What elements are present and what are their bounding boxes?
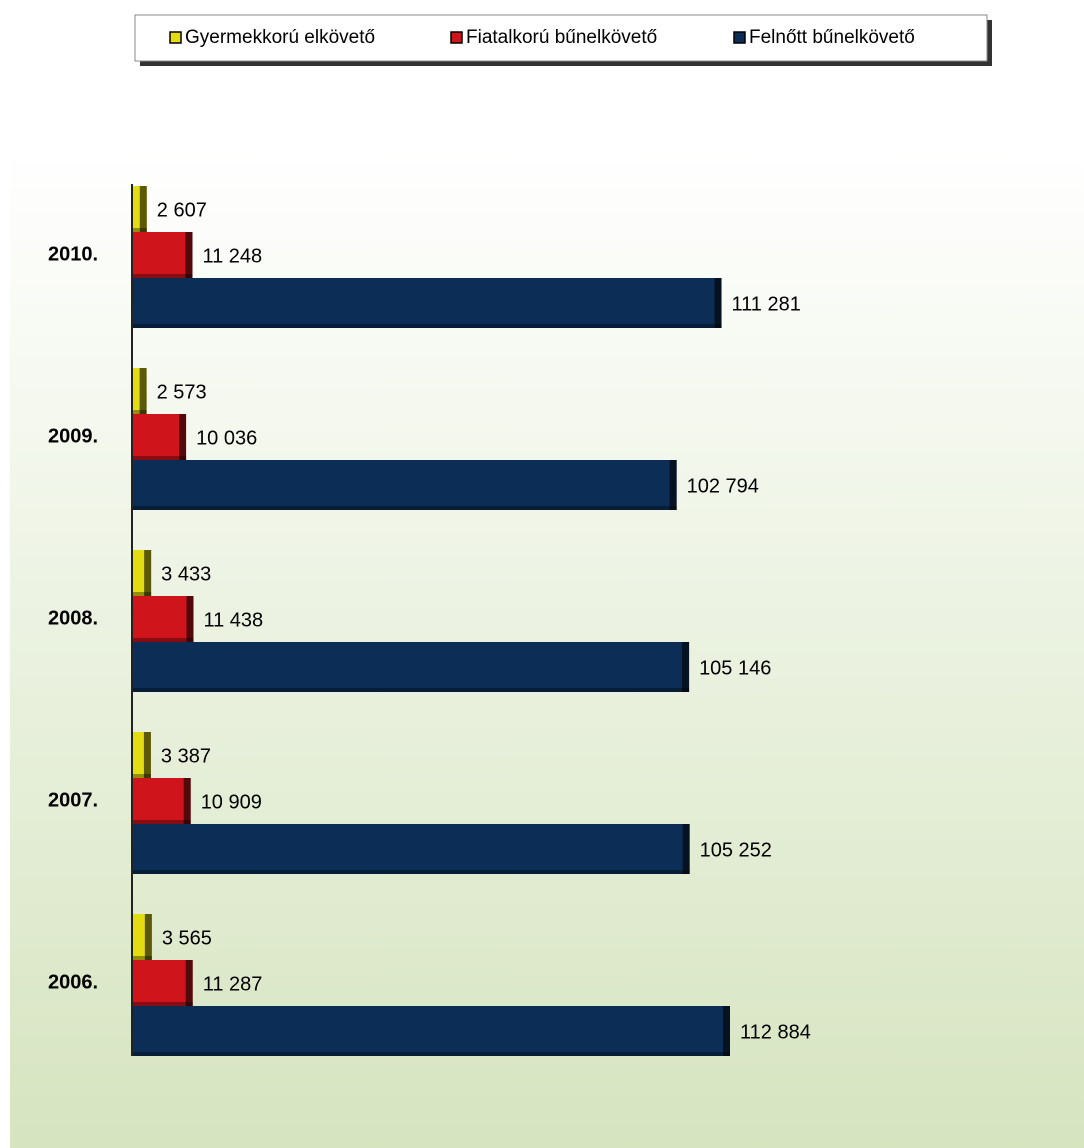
value-label: 3 387 — [161, 745, 211, 767]
bar-shadow — [133, 1052, 730, 1056]
value-label: 105 146 — [699, 657, 771, 679]
bar-shadow — [133, 228, 147, 232]
bar-shadow — [723, 1006, 730, 1056]
bar-shadow — [143, 732, 151, 778]
legend-box — [134, 14, 988, 62]
bar-shadow — [133, 410, 147, 414]
bar-shadow — [183, 778, 191, 824]
bar-shadow — [133, 688, 690, 692]
value-label: 105 252 — [700, 839, 772, 861]
value-label: 2 607 — [157, 199, 207, 221]
bar-shadow — [185, 960, 193, 1006]
category-label: 2008. — [48, 607, 98, 629]
bar-shadow — [133, 774, 151, 778]
bar-shadow — [185, 232, 193, 278]
value-label: 11 287 — [203, 973, 263, 995]
bar — [133, 824, 690, 874]
bar — [133, 232, 193, 278]
bar-shadow — [186, 596, 194, 642]
bar-shadow — [133, 592, 152, 596]
bar-shadow — [669, 460, 677, 510]
bar-shadow — [133, 820, 191, 824]
legend-swatch — [450, 31, 463, 44]
bar-shadow — [682, 642, 690, 692]
category-label: 2009. — [48, 425, 98, 447]
bar-shadow — [144, 914, 152, 960]
value-label: 11 248 — [202, 245, 262, 267]
value-label: 3 433 — [161, 563, 211, 585]
legend-label: Felnőtt bűnelkövető — [749, 27, 915, 48]
legend-label: Gyermekkorú elkövető — [185, 27, 375, 48]
bar-shadow — [133, 638, 194, 642]
bar — [133, 642, 690, 692]
bar-shadow — [133, 956, 152, 960]
bar-shadow — [139, 368, 147, 414]
bar-shadow — [179, 414, 187, 460]
bar-shadow — [133, 456, 187, 460]
bar-shadow — [133, 1002, 193, 1006]
legend-swatch — [733, 31, 746, 44]
bar — [133, 778, 191, 824]
value-label: 10 909 — [201, 791, 262, 813]
bar — [133, 414, 187, 460]
bar — [133, 1006, 730, 1056]
category-label: 2007. — [48, 789, 98, 811]
bar-shadow — [139, 186, 147, 232]
bar-shadow — [133, 274, 193, 278]
bar-shadow — [133, 870, 690, 874]
bar-shadow — [682, 824, 690, 874]
value-label: 111 281 — [732, 293, 801, 315]
bar-shadow — [133, 506, 677, 510]
bar — [133, 596, 194, 642]
bar-shadow — [144, 550, 152, 596]
category-label: 2010. — [48, 243, 98, 265]
value-label: 3 565 — [162, 927, 212, 949]
legend-label: Fiatalkorú bűnelkövető — [466, 27, 657, 48]
category-label: 2006. — [48, 971, 98, 993]
bar — [133, 960, 193, 1006]
legend-swatch — [169, 31, 182, 44]
value-label: 102 794 — [687, 475, 759, 497]
bar — [133, 460, 677, 510]
value-label: 2 573 — [157, 381, 207, 403]
bar-shadow — [714, 278, 722, 328]
bar-shadow — [133, 324, 722, 328]
bar — [133, 278, 722, 328]
value-label: 10 036 — [196, 427, 257, 449]
value-label: 112 884 — [740, 1021, 811, 1043]
value-label: 11 438 — [203, 609, 263, 631]
